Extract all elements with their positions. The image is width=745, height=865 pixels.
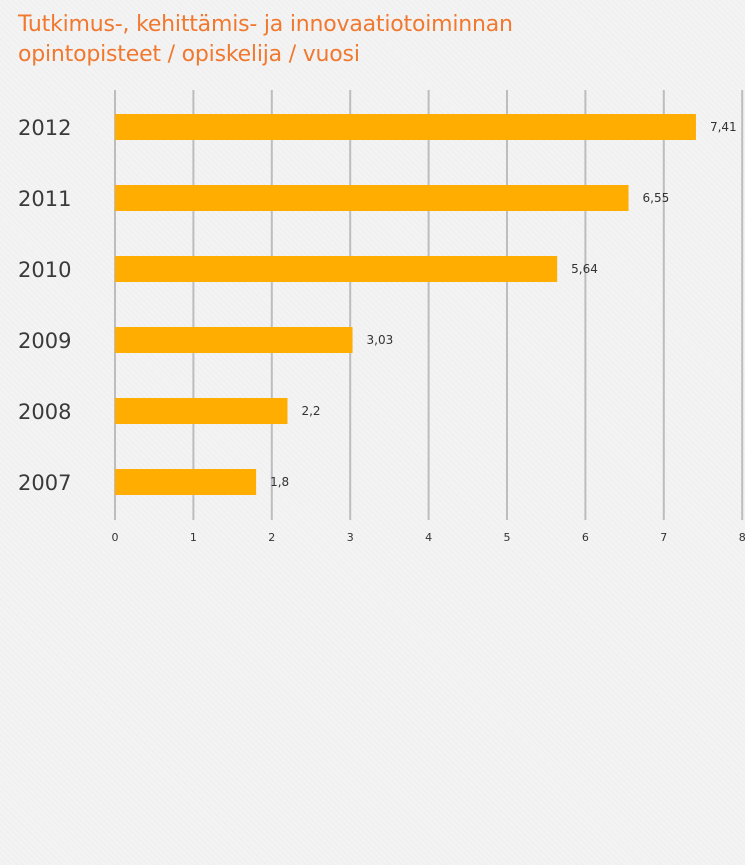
x-tick-label: 0 [112, 531, 119, 544]
x-tick-label: 4 [425, 531, 432, 544]
x-tick-label: 1 [190, 531, 197, 544]
category-label: 2011 [18, 187, 71, 211]
x-tick-label: 5 [504, 531, 511, 544]
value-label: 3,03 [367, 333, 394, 347]
category-label: 2009 [18, 329, 71, 353]
bar-2009 [115, 327, 353, 353]
value-label: 2,2 [301, 404, 320, 418]
category-label: 2008 [18, 400, 71, 424]
category-label: 2010 [18, 258, 71, 282]
bar-2010 [115, 256, 558, 282]
x-tick-label: 7 [660, 531, 667, 544]
bar-2011 [115, 185, 629, 211]
value-label: 1,8 [270, 475, 289, 489]
value-label: 5,64 [571, 262, 598, 276]
chart-title: Tutkimus-, kehittämis- ja innovaatiotoim… [18, 10, 513, 70]
category-label: 2012 [18, 116, 71, 140]
x-tick-label: 6 [582, 531, 589, 544]
x-tick-label: 2 [268, 531, 275, 544]
bar-2007 [115, 469, 257, 495]
value-label: 6,55 [643, 191, 670, 205]
bar-2012 [115, 114, 696, 140]
chart-title-line-2: opintopisteet / opiskelija / vuosi [18, 42, 360, 67]
bar-2008 [115, 398, 288, 424]
x-tick-label: 8 [739, 531, 745, 544]
x-tick-label: 3 [347, 531, 354, 544]
chart-title-line-1: Tutkimus-, kehittämis- ja innovaatiotoim… [18, 12, 513, 37]
value-label: 7,41 [710, 120, 737, 134]
category-label: 2007 [18, 471, 71, 495]
